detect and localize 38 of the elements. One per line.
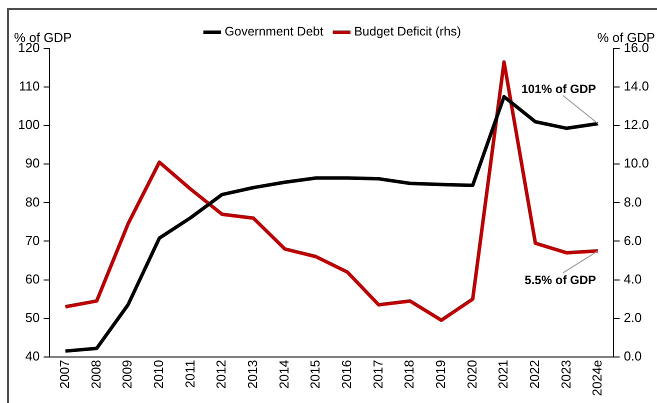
y-tick-label: 110 bbox=[18, 78, 40, 94]
y2-tick-label: 14.0 bbox=[624, 78, 650, 94]
y-tick-label: 60 bbox=[25, 271, 40, 286]
x-tick-label: 2017 bbox=[370, 360, 386, 389]
x-tick-label: 2008 bbox=[88, 360, 104, 389]
y2-tick-label: 10.0 bbox=[624, 156, 650, 171]
x-tick-label: 2024e bbox=[590, 360, 605, 396]
y2-tick-label: 2.0 bbox=[624, 310, 642, 325]
x-tick-label: 2015 bbox=[308, 360, 323, 389]
y-tick-label: 80 bbox=[25, 194, 40, 210]
x-tick-label: 2011 bbox=[182, 360, 198, 388]
annotation: 101% of GDP bbox=[521, 82, 596, 96]
legend-label: Budget Deficit (rhs) bbox=[354, 24, 462, 39]
x-tick-label: 2014 bbox=[276, 360, 292, 389]
y-tick-label: 50 bbox=[25, 310, 40, 325]
x-tick-label: 2023 bbox=[558, 360, 574, 389]
x-tick-label: 2018 bbox=[402, 360, 417, 389]
y2-tick-label: 6.0 bbox=[624, 232, 642, 248]
y-tick-label: 40 bbox=[25, 348, 40, 364]
annotation: 5.5% of GDP bbox=[524, 273, 596, 288]
x-tick-label: 2007 bbox=[56, 360, 72, 389]
y-tick-label: 90 bbox=[25, 156, 40, 171]
y-tick-label: 70 bbox=[25, 232, 40, 248]
y-tick-label: 100 bbox=[18, 117, 40, 132]
x-tick-label: 2009 bbox=[120, 360, 135, 389]
x-tick-label: 2021 bbox=[496, 360, 511, 389]
x-tick-label: 2013 bbox=[244, 360, 260, 389]
y2-tick-label: 4.0 bbox=[624, 271, 642, 286]
x-tick-label: 2010 bbox=[150, 360, 166, 389]
x-tick-label: 2016 bbox=[338, 360, 354, 389]
y2-tick-label: 12.0 bbox=[624, 117, 650, 132]
x-tick-label: 2020 bbox=[464, 360, 480, 389]
y2-tick-label: 0.0 bbox=[624, 348, 642, 364]
y2-tick-label: 8.0 bbox=[624, 194, 642, 210]
legend-label: Government Debt bbox=[224, 24, 324, 39]
x-tick-label: 2019 bbox=[432, 360, 448, 389]
x-tick-label: 2022 bbox=[526, 360, 542, 389]
x-tick-label: 2012 bbox=[214, 360, 229, 389]
